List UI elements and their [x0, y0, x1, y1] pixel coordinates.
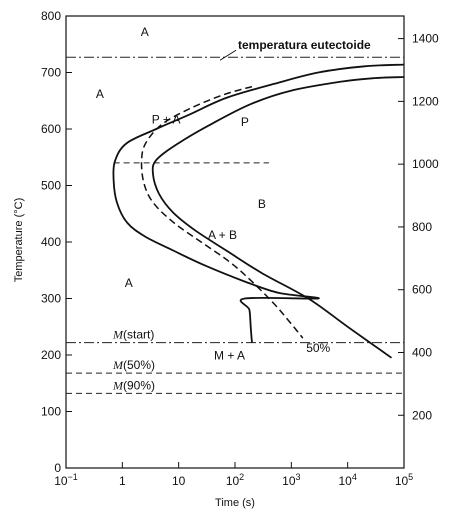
x-tick-label: 104 [338, 472, 356, 488]
y-tick-label: 400 [41, 235, 61, 249]
curve-finish [153, 77, 404, 358]
y2-tick-label: 600 [412, 283, 432, 297]
x-tick-label: 10−1 [54, 472, 78, 488]
y-tick-label: 300 [41, 292, 61, 306]
x-axis-label: Time (s) [215, 497, 255, 509]
y2-tick-label: 1000 [412, 157, 439, 171]
eutectoid-label: temperatura eutectoide [238, 38, 371, 52]
y-tick-label: 700 [41, 66, 61, 80]
label-m90: M(90%) [112, 378, 155, 392]
annotation-P-plus-A: P + A [152, 112, 181, 126]
annotation-A-lower: A [125, 276, 133, 290]
eutectoid-leader [220, 50, 236, 60]
x-tick-label: 102 [226, 472, 244, 488]
x-tick-label: 1 [119, 474, 126, 488]
x-tick-label: 10 [172, 474, 186, 488]
annotation-A-plus-B: A + B [208, 228, 237, 242]
y2-tick-label: 400 [412, 345, 432, 359]
y-tick-label: 100 [41, 405, 61, 419]
label-m50: M(50%) [112, 358, 155, 372]
y2-tick-label: 200 [412, 408, 432, 422]
y-tick-label: 200 [41, 348, 61, 362]
x-tick-label: 105 [395, 472, 413, 488]
label-ms: M(start) [112, 328, 154, 342]
annotation-fifty: 50% [306, 341, 330, 355]
y-tick-label: 0 [54, 461, 61, 475]
y-tick-label: 500 [41, 179, 61, 193]
annotation-P: P [241, 115, 249, 129]
x-tick-label: 103 [282, 472, 300, 488]
y-axis-label: Temperature (°C) [13, 198, 25, 282]
left-axis-ticks: 0 100 200 300 400 500 600 700 800 [41, 9, 72, 475]
x-axis-ticks: 10−1 1 10 102 103 104 105 [54, 462, 413, 488]
y2-tick-label: 800 [412, 220, 432, 234]
annotation-B: B [258, 197, 266, 211]
transformation-curves [113, 65, 404, 358]
annotation-A-top: A [141, 25, 149, 39]
y-tick-label: 800 [41, 9, 61, 23]
y2-tick-label: 1200 [412, 94, 439, 108]
region-labels: A A P + A P B A + B A M + A 50% [96, 25, 331, 363]
y2-tick-label: 1400 [412, 32, 439, 46]
annotation-M-plus-A: M + A [214, 349, 245, 363]
y-tick-label: 600 [41, 122, 61, 136]
annotation-A-left: A [96, 87, 104, 101]
